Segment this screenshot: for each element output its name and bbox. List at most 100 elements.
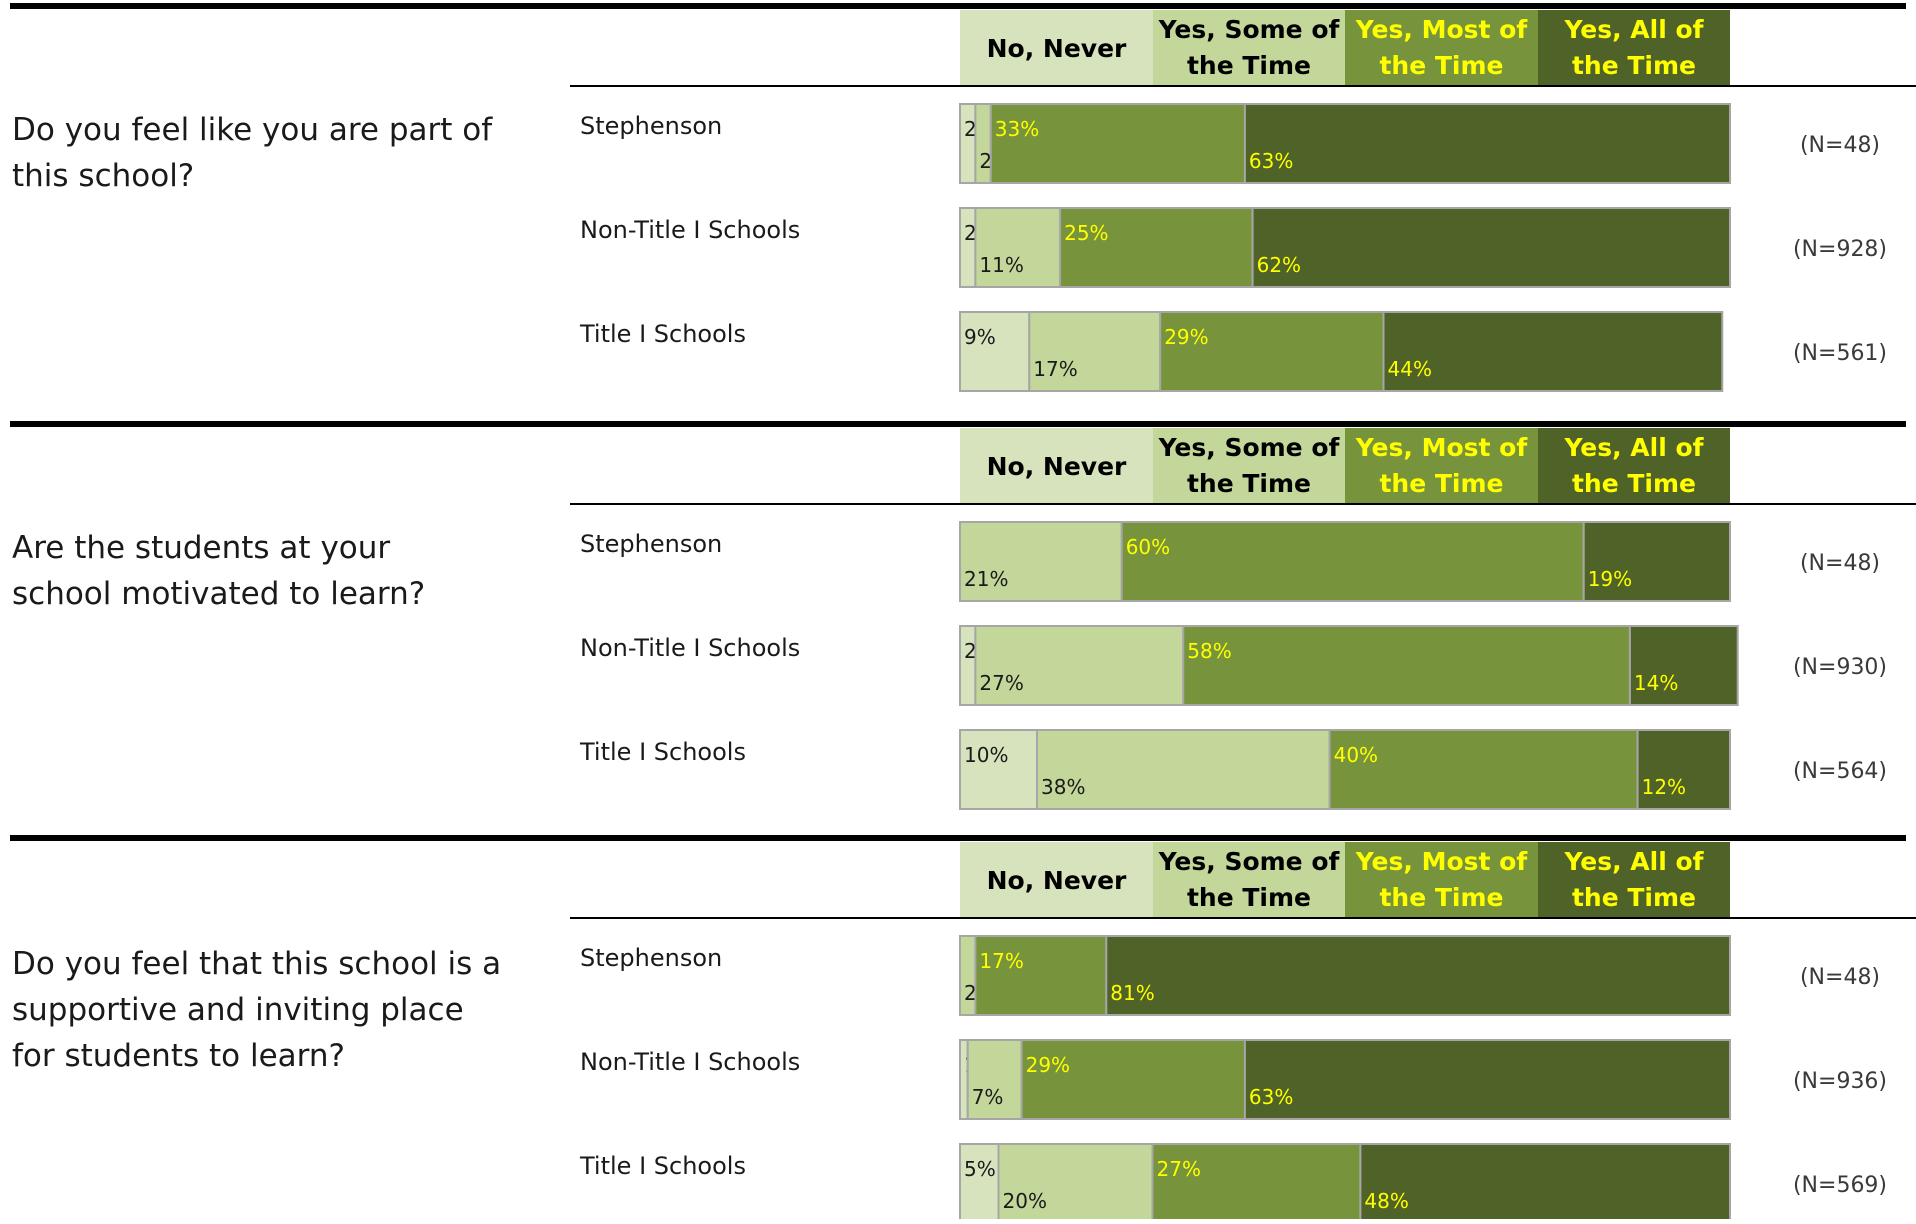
bar-segment-all [1628,625,1739,706]
header-underline [570,917,1916,919]
legend-label-all-line1: Yes, All of [1563,847,1704,876]
legend-label-most-line2: the Time [1379,51,1503,80]
bar-segment-some [1028,311,1162,392]
header-underline [570,85,1916,87]
n-count-label: (N=48) [1800,551,1880,576]
chart-panel-3: No, Never Yes, Some of the Time Yes, Most o… [10,835,1916,1224]
question-text-line-2: supportive and inviting place [12,992,464,1028]
legend-swatch-some [1153,842,1345,917]
data-label-all: 12% [1642,775,1686,799]
data-label-most: 58% [1187,639,1231,663]
bar-segment-all [1382,311,1724,392]
bar-segment-all [1582,521,1731,602]
data-label-some: 7% [972,1085,1004,1109]
bar-segment-some [974,625,1185,706]
legend-label-never: No, Never [987,866,1127,895]
legend-swatch-all [1538,842,1730,917]
bar-segment-most [974,935,1108,1016]
bar-segment-most [1059,207,1254,288]
legend-label-most-line2: the Time [1379,883,1503,912]
bar-segment-never [959,311,1031,392]
n-count-label: (N=928) [1793,237,1887,262]
data-label-never: 10% [964,743,1008,767]
data-label-some: 27% [979,671,1023,695]
group-label: Stephenson [580,530,722,558]
group-label: Non-Title I Schools [580,634,800,662]
legend-label-never: No, Never [987,34,1127,63]
legend-swatch-most [1345,842,1538,917]
data-label-all: 81% [1110,981,1154,1005]
data-label-most: 40% [1334,743,1378,767]
legend-label-some-line1: Yes, Some of [1158,433,1341,462]
group-label: Title I Schools [579,1152,746,1180]
legend-label-never: No, Never [987,452,1127,481]
legend-swatch-most [1345,428,1538,503]
legend-swatch-never [960,842,1153,917]
question-text-line-1: Do you feel that this school is a [12,946,501,982]
legend-swatch-some [1153,428,1345,503]
data-label-most: 27% [1157,1157,1201,1181]
group-label: Title I Schools [579,738,746,766]
group-label: Non-Title I Schools [580,1048,800,1076]
bar-segment-all [1359,1143,1732,1224]
header-underline [570,503,1916,505]
legend-label-all-line2: the Time [1572,51,1696,80]
n-count-label: (N=48) [1800,965,1880,990]
data-label-all: 14% [1634,671,1678,695]
legend-swatch-some [1153,10,1345,85]
bar-segment-most [989,103,1246,184]
n-count-label: (N=930) [1793,655,1887,680]
bar-segment-all [1243,103,1732,184]
legend-label-all-line1: Yes, All of [1563,15,1704,44]
panel-divider [10,835,1906,841]
n-count-label: (N=936) [1793,1069,1887,1094]
n-count-label: (N=561) [1793,341,1887,366]
bar-segment-most [1151,1143,1362,1224]
bar-segment-most [1182,625,1631,706]
legend-label-some-line2: the Time [1187,883,1311,912]
data-label-most: 25% [1064,221,1108,245]
question-text-line-2: this school? [12,158,194,194]
data-label-all: 63% [1249,1085,1293,1109]
bar-segment-never [959,625,977,706]
group-label: Non-Title I Schools [580,216,800,244]
data-label-most: 17% [979,949,1023,973]
n-count-label: (N=569) [1793,1173,1887,1198]
legend-swatch-never [960,428,1153,503]
legend-label-most-line2: the Time [1379,469,1503,498]
bar-segment-most [1120,521,1585,602]
chart-panel-1: No, Never Yes, Some of the Time Yes, Most o… [10,3,1916,392]
legend-swatch-most [1345,10,1538,85]
bar-segment-never [959,207,977,288]
bar-segment-never [959,1039,969,1120]
bar-segment-most [1328,729,1639,810]
n-count-label: (N=564) [1793,759,1887,784]
data-label-all: 63% [1249,149,1293,173]
data-label-some: 20% [1003,1189,1047,1213]
data-label-all: 44% [1388,357,1432,381]
bar-segment-never [959,729,1038,810]
group-label: Stephenson [580,112,722,140]
data-label-most: 29% [1026,1053,1070,1077]
data-label-all: 62% [1257,253,1301,277]
legend-swatch-all [1538,428,1730,503]
legend-swatch-all [1538,10,1730,85]
data-label-never: 5% [964,1157,996,1181]
bar-segment-some [959,521,1123,602]
legend-label-some-line2: the Time [1187,51,1311,80]
question-text-line-3: for students to learn? [12,1038,345,1074]
bar-segment-most [1159,311,1385,392]
bar-segment-most [1020,1039,1246,1120]
panel-divider [10,3,1906,9]
bar-segment-never [959,103,977,184]
data-label-most: 33% [995,117,1039,141]
legend-label-most-line1: Yes, Most of [1355,847,1529,876]
legend-label-some-line1: Yes, Some of [1158,15,1341,44]
data-label-some: 21% [964,567,1008,591]
n-count-label: (N=48) [1800,133,1880,158]
question-text-line-1: Are the students at your [12,530,390,566]
data-label-some: 11% [979,253,1023,277]
bar-segment-all [1105,935,1732,1016]
